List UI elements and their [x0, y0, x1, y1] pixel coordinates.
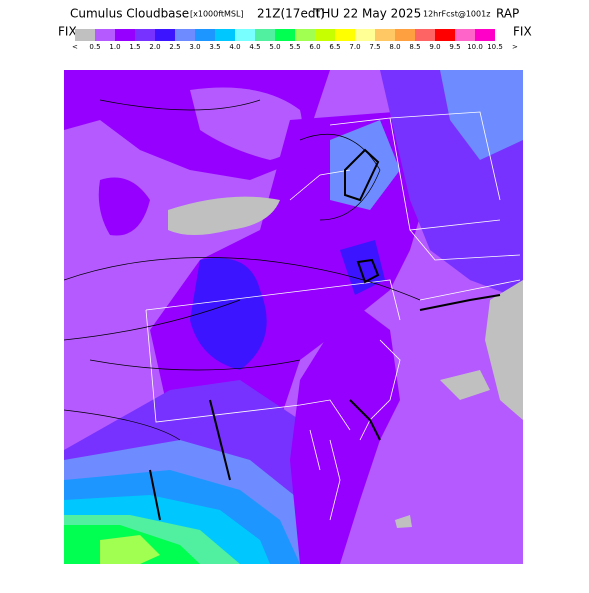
arrow-left: < [72, 43, 78, 51]
color-cell [395, 29, 415, 41]
color-label: 5.0 [269, 43, 280, 51]
color-label: 1.5 [129, 43, 140, 51]
color-label: 0.5 [89, 43, 100, 51]
model: RAP [496, 7, 519, 21]
color-label: 7.5 [369, 43, 380, 51]
color-label: 10.0 [467, 43, 483, 51]
color-cell [255, 29, 275, 41]
colorbar: 0.5 1.0 1.5 2.0 2.5 3.0 3.5 4.0 4.5 5.0 5.5 6.0 6.5 7… [75, 29, 503, 51]
color-cell [315, 29, 335, 41]
color-label: 2.0 [149, 43, 160, 51]
fix-left: FIX [58, 25, 77, 39]
color-cell [415, 29, 435, 41]
title: Cumulus Cloudbase [70, 7, 189, 21]
color-cell [455, 29, 475, 41]
color-cell [335, 29, 355, 41]
color-label: 2.5 [169, 43, 180, 51]
color-label: 4.5 [249, 43, 260, 51]
color-cell [135, 29, 155, 41]
color-label: 7.0 [349, 43, 360, 51]
color-label: 9.5 [449, 43, 460, 51]
color-cell [275, 29, 295, 41]
color-cell [235, 29, 255, 41]
color-label: 8.5 [409, 43, 420, 51]
color-cell [435, 29, 455, 41]
map [64, 70, 523, 564]
color-label: 6.0 [309, 43, 320, 51]
color-cell [195, 29, 215, 41]
color-cell [355, 29, 375, 41]
fix-right: FIX [513, 25, 532, 39]
color-label: 9.0 [429, 43, 440, 51]
color-label: 3.5 [209, 43, 220, 51]
color-label: 6.5 [329, 43, 340, 51]
color-cell [175, 29, 195, 41]
arrow-right: > [512, 43, 518, 51]
color-cell [215, 29, 235, 41]
color-label: 8.0 [389, 43, 400, 51]
date: THU 22 May 2025 [313, 7, 421, 21]
color-cell [475, 29, 495, 41]
color-label: 5.5 [289, 43, 300, 51]
color-cell [155, 29, 175, 41]
color-cell [95, 29, 115, 41]
color-label: 10.5 [487, 43, 503, 51]
time: 21Z(17edt) [257, 7, 325, 21]
color-cell [375, 29, 395, 41]
color-cell [115, 29, 135, 41]
color-label: 3.0 [189, 43, 200, 51]
color-label: 1.0 [109, 43, 120, 51]
color-cell [295, 29, 315, 41]
color-cell [75, 29, 95, 41]
color-label: 4.0 [229, 43, 240, 51]
units: [x1000ftMSL] [190, 10, 244, 19]
forecast: 12hrFcst@1001z [423, 10, 490, 19]
